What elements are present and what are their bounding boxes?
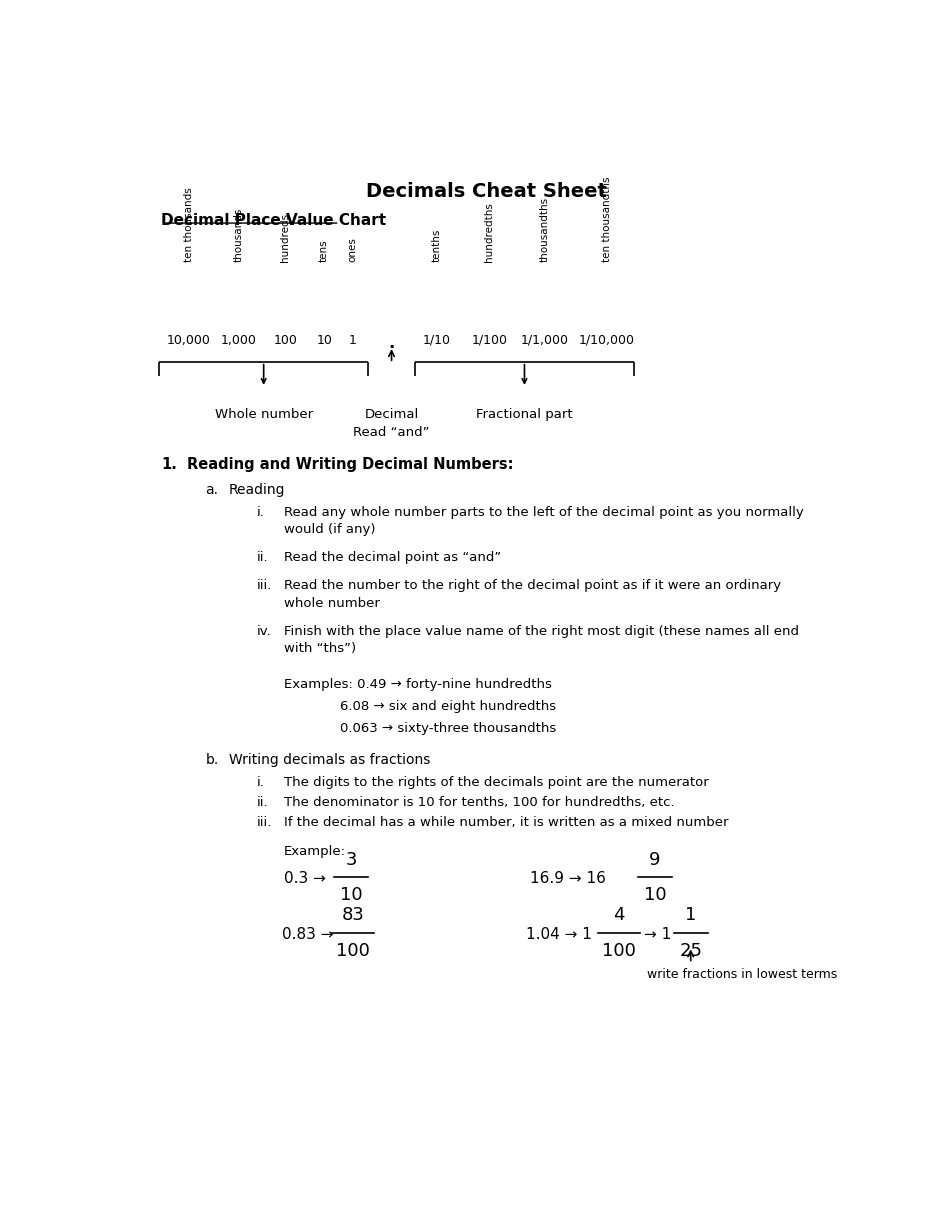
Text: b.: b. (205, 753, 218, 768)
Text: 1.: 1. (162, 458, 178, 472)
Text: Read “and”: Read “and” (353, 426, 429, 439)
Text: Fractional part: Fractional part (476, 408, 573, 421)
Text: 16.9 → 16: 16.9 → 16 (529, 871, 605, 886)
Text: 100: 100 (336, 942, 370, 959)
Text: ten thousands: ten thousands (183, 187, 194, 262)
Text: Read the number to the right of the decimal point as if it were an ordinary: Read the number to the right of the deci… (284, 579, 781, 592)
Text: 100: 100 (274, 333, 297, 347)
Text: 1: 1 (349, 333, 357, 347)
Text: tenths: tenths (431, 229, 442, 262)
Text: 100: 100 (601, 942, 636, 959)
Text: Decimal Place Value Chart: Decimal Place Value Chart (162, 213, 387, 228)
Text: iv.: iv. (256, 625, 272, 637)
Text: The denominator is 10 for tenths, 100 for hundredths, etc.: The denominator is 10 for tenths, 100 fo… (284, 796, 674, 808)
Text: a.: a. (205, 482, 218, 497)
Text: hundredths: hundredths (484, 202, 494, 262)
Text: Reading: Reading (229, 482, 285, 497)
Text: ii.: ii. (256, 551, 268, 565)
Text: .: . (389, 333, 395, 352)
Text: If the decimal has a while number, it is written as a mixed number: If the decimal has a while number, it is… (284, 815, 729, 829)
Text: 1/1,000: 1/1,000 (521, 333, 569, 347)
Text: would (if any): would (if any) (284, 523, 375, 536)
Text: 0.3 →: 0.3 → (284, 871, 326, 886)
Text: thousands: thousands (234, 207, 244, 262)
Text: 1/10,000: 1/10,000 (579, 333, 635, 347)
Text: 1/100: 1/100 (471, 333, 507, 347)
Text: with “ths”): with “ths”) (284, 642, 356, 654)
Text: 9: 9 (649, 851, 661, 868)
Text: hundreds: hundreds (280, 213, 291, 262)
Text: Examples: 0.49 → forty-nine hundredths: Examples: 0.49 → forty-nine hundredths (284, 678, 552, 691)
Text: 83: 83 (341, 907, 364, 924)
Text: whole number: whole number (284, 597, 380, 610)
Text: 1.04 → 1: 1.04 → 1 (525, 926, 592, 942)
Text: ii.: ii. (256, 796, 268, 808)
Text: The digits to the rights of the decimals point are the numerator: The digits to the rights of the decimals… (284, 776, 709, 788)
Text: i.: i. (256, 506, 264, 519)
Text: Writing decimals as fractions: Writing decimals as fractions (229, 753, 430, 768)
Text: iii.: iii. (256, 815, 272, 829)
Text: ones: ones (348, 236, 358, 262)
Text: Read the decimal point as “and”: Read the decimal point as “and” (284, 551, 501, 565)
Text: → 1: → 1 (644, 926, 672, 942)
Text: write fractions in lowest terms: write fractions in lowest terms (647, 968, 838, 982)
Text: 10,000: 10,000 (166, 333, 211, 347)
Text: ten thousandths: ten thousandths (602, 176, 612, 262)
Text: Example:: Example: (284, 845, 346, 857)
Text: 0.83 →: 0.83 → (281, 926, 333, 942)
Text: tens: tens (319, 239, 329, 262)
Text: 10: 10 (644, 887, 666, 904)
Text: Decimals Cheat Sheet: Decimals Cheat Sheet (367, 182, 607, 202)
Text: iii.: iii. (256, 579, 272, 592)
Text: Read any whole number parts to the left of the decimal point as you normally: Read any whole number parts to the left … (284, 506, 804, 519)
Text: 1,000: 1,000 (221, 333, 256, 347)
Text: 1: 1 (685, 907, 696, 924)
Text: i.: i. (256, 776, 264, 788)
Text: Decimal: Decimal (365, 408, 419, 421)
Text: Finish with the place value name of the right most digit (these names all end: Finish with the place value name of the … (284, 625, 799, 637)
Text: 10: 10 (316, 333, 332, 347)
Text: 4: 4 (613, 907, 624, 924)
Text: Whole number: Whole number (215, 408, 313, 421)
Text: 1/10: 1/10 (423, 333, 450, 347)
Text: thousandths: thousandths (540, 197, 550, 262)
Text: 10: 10 (340, 887, 363, 904)
Text: Reading and Writing Decimal Numbers:: Reading and Writing Decimal Numbers: (187, 458, 513, 472)
Text: 0.063 → sixty-three thousandths: 0.063 → sixty-three thousandths (340, 722, 556, 736)
Text: 25: 25 (679, 942, 702, 959)
Text: 6.08 → six and eight hundredths: 6.08 → six and eight hundredths (340, 700, 556, 713)
Text: 3: 3 (346, 851, 357, 868)
